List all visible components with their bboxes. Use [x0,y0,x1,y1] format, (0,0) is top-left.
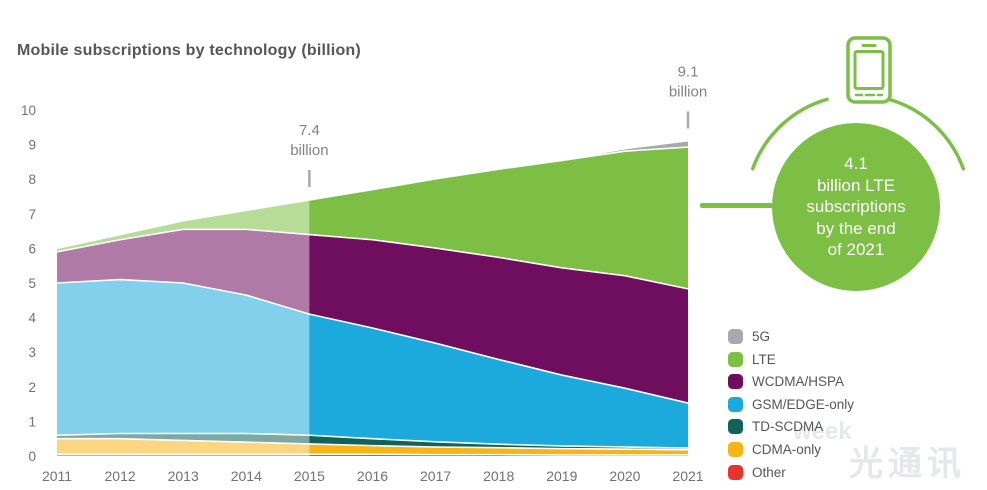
y-axis-label: 10 [21,103,36,118]
legend-label: Other [752,464,786,480]
x-axis-label: 2013 [168,468,199,484]
legend-swatch-5g [728,329,743,344]
chart-title: Mobile subscriptions by technology (bill… [17,42,361,59]
legend-label: GSM/EDGE-only [752,396,855,412]
callout-line-5: of 2021 [827,240,885,260]
annotation-tick [686,111,690,129]
legend-item-cdma-only: CDMA-only [728,441,854,457]
x-axis-label: 2021 [672,468,703,484]
legend-label: 5G [752,329,771,344]
legend-item-5g: 5G [728,329,854,344]
y-axis-label: 0 [28,449,36,464]
legend-swatch-gsm-edge-only [728,396,743,412]
legend-label: CDMA-only [752,441,822,457]
annotation-value: 9.1 [678,63,699,80]
separator-wcdma-hspa [56,228,689,290]
y-axis-label: 4 [28,311,36,326]
x-axis-label: 2014 [231,468,262,484]
area-gsm-edge-only [57,279,688,449]
annotation-unit: billion [669,83,707,100]
legend-item-wcdma-hspa: WCDMA/HSPA [728,374,854,390]
callout-arc-right [887,97,966,171]
legend-swatch-td-scdma [728,419,743,435]
y-axis-label: 2 [28,380,36,395]
callout-connector-line [700,203,773,208]
legend-item-td-scdma: TD-SCDMA [728,419,854,435]
legend-swatch-cdma-only [728,441,743,457]
x-axis-label: 2019 [546,468,577,484]
mobile-phone-icon [846,36,892,104]
y-axis-label: 6 [28,241,36,256]
legend-swatch-lte [728,351,743,367]
x-axis-label: 2017 [420,468,451,484]
annotation-value: 7.4 [299,122,320,139]
separator-gsm-edge-only [56,278,689,404]
y-axis-label: 3 [28,345,36,360]
legend-item-other: Other [728,464,854,480]
x-axis-label: 2015 [294,468,325,484]
callout-line-1: 4.1 [844,154,868,174]
separator-cdma-only [57,437,689,451]
callout-arc-left [750,97,829,171]
callout-circle: 4.1 billion LTE subscriptions by the end… [772,123,940,291]
area-wcdma-hspa [57,229,688,404]
callout-line-4: by the end [816,218,896,238]
area-lte [57,147,688,289]
y-axis-label: 5 [28,276,36,291]
y-axis-label: 9 [28,138,36,153]
separator-lte [56,146,689,250]
separator-other [57,453,688,456]
chart-legend: 5G LTE WCDMA/HSPA GSM/EDGE-only TD-SCDMA CDMA… [728,329,854,487]
legend-label: WCDMA/HSPA [752,374,845,390]
legend-item-gsm-edge-only: GSM/EDGE-only [728,396,855,412]
x-axis-label: 2018 [483,468,514,484]
callout-line-2: billion LTE [816,175,896,195]
legend-label: LTE [752,351,776,367]
area-cdma-only [57,438,688,455]
y-axis-label: 7 [28,207,36,222]
annotation-tick [308,169,311,187]
historical-fade-overlay [57,198,310,457]
y-axis-label: 1 [28,414,36,429]
legend-swatch-wcdma-hspa [728,374,743,390]
callout-arc [750,97,966,171]
separator-td-scdma [56,432,689,449]
y-axis-label: 8 [28,172,36,187]
callout-line-3: subscriptions [806,197,906,217]
legend-label: TD-SCDMA [752,419,824,435]
x-axis-label: 2011 [42,468,72,484]
legend-item-lte: LTE [728,351,854,367]
x-axis-label: 2020 [609,468,640,484]
x-axis-label: 2016 [357,468,388,484]
x-axis-label: 2012 [105,468,136,484]
legend-swatch-other [728,464,743,480]
annotation-unit: billion [290,142,328,159]
callout-text: 4.1 billion LTE subscriptions by the end… [806,153,905,261]
